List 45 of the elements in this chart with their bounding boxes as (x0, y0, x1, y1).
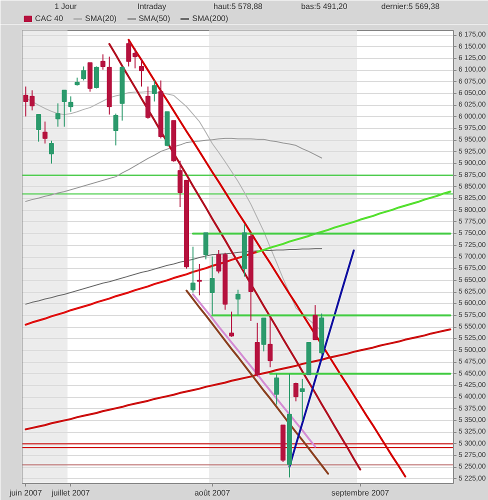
candlestick (210, 256, 215, 315)
line-series (186, 290, 330, 475)
candlestick (190, 246, 196, 293)
candlestick (293, 382, 298, 402)
candlestick (113, 113, 118, 146)
candlestick (94, 66, 99, 89)
candlestick (203, 232, 208, 260)
candlestick (100, 54, 106, 70)
line-series (25, 138, 322, 202)
line-series (256, 190, 452, 253)
line-series (128, 38, 406, 478)
text: dernier:5 569,38 (381, 2, 440, 11)
legend-label: SMA(20) (85, 14, 117, 23)
candlestick (196, 264, 202, 296)
candlestick (62, 90, 67, 128)
text: 1 Jour (54, 2, 78, 11)
text: Intraday (137, 2, 166, 11)
legend-label: CAC 40 (35, 14, 64, 23)
candlestick (300, 378, 305, 422)
candlestick (145, 86, 150, 120)
legend-label: SMA(200) (192, 14, 228, 23)
candlestick (68, 96, 74, 112)
x-tick-label: août 2007 (194, 488, 231, 498)
line-series (24, 250, 258, 326)
text: bas:5 491,20 (301, 2, 348, 11)
legend-label: SMA(50) (138, 14, 170, 23)
candlestick (81, 66, 86, 81)
candlestick (152, 80, 157, 102)
candlestick (268, 316, 273, 368)
x-tick-label: juin 2007 (8, 488, 43, 498)
line-series (288, 249, 355, 468)
line-series (24, 328, 452, 430)
candlestick (274, 373, 280, 406)
candlestick (55, 102, 60, 128)
candlestick (48, 140, 54, 164)
line-series (192, 293, 316, 448)
candlestick (42, 121, 48, 144)
candlestick (139, 58, 144, 88)
candlestick (36, 114, 42, 142)
candlestick (229, 311, 234, 338)
line-series (108, 43, 362, 470)
x-tick-label: septembre 2007 (331, 488, 390, 498)
x-tick-label: juillet 2007 (50, 488, 90, 498)
text: haut:5 578,88 (214, 2, 264, 11)
candlestick (236, 289, 240, 315)
